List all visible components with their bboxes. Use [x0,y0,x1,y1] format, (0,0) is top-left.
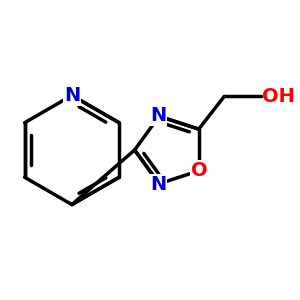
Text: OH: OH [262,87,295,106]
Text: N: N [150,106,166,125]
Text: N: N [64,86,80,105]
Text: N: N [150,175,166,194]
Text: O: O [191,161,208,180]
